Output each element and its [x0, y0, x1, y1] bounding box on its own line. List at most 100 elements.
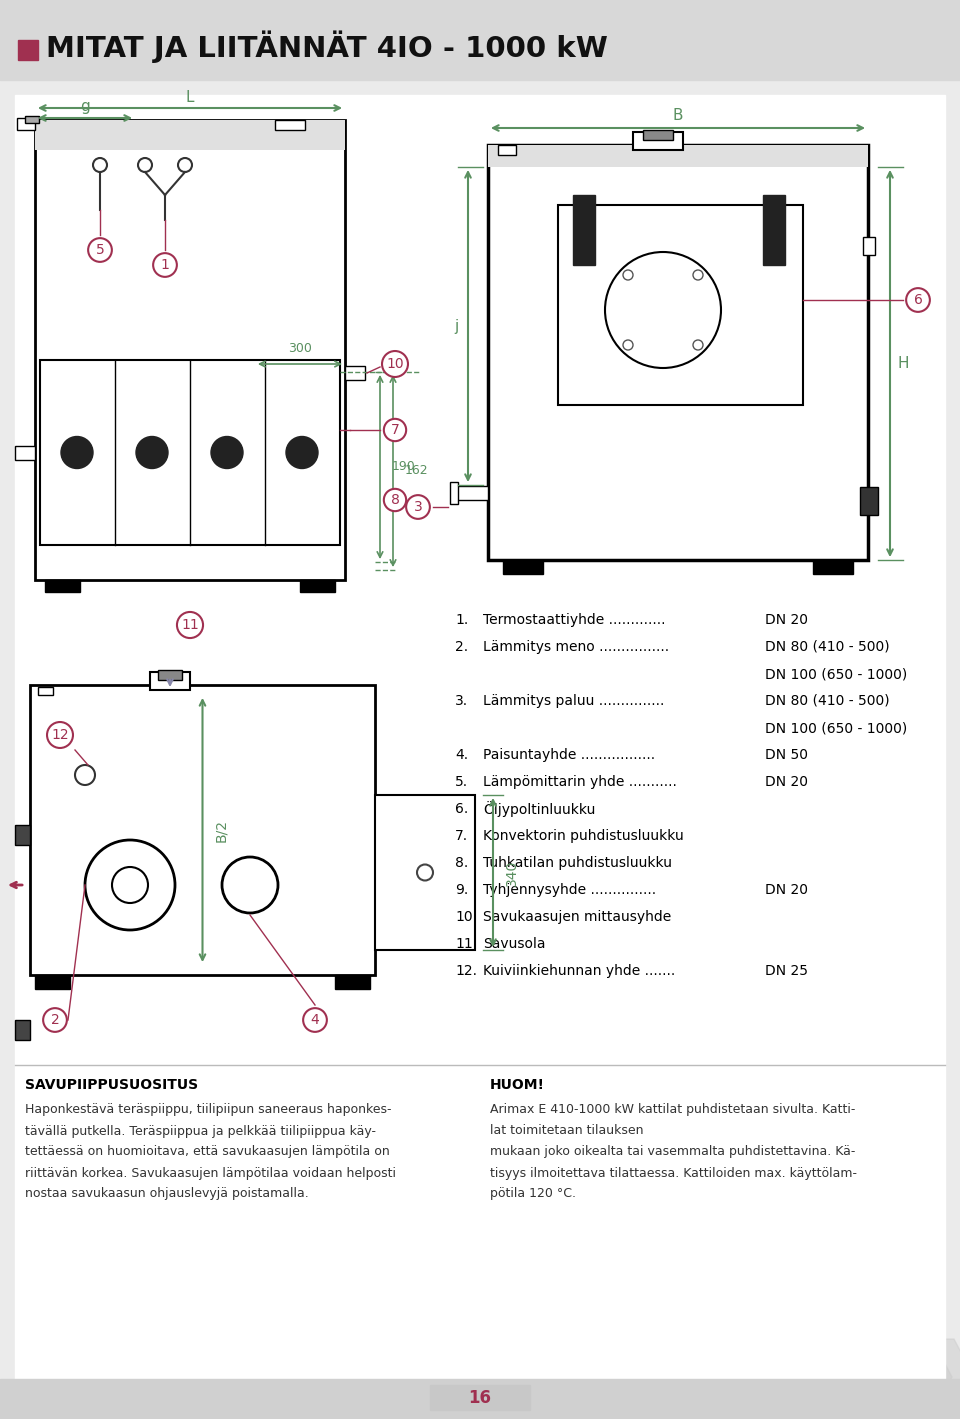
Text: 8: 8 — [391, 492, 399, 507]
Text: tettäessä on huomioitava, että savukaasujen lämpötila on: tettäessä on huomioitava, että savukaasu… — [25, 1145, 390, 1158]
Circle shape — [178, 158, 192, 172]
Bar — [503, 561, 543, 575]
Bar — [30, 685, 375, 975]
Bar — [40, 360, 340, 545]
Bar — [35, 975, 70, 989]
Bar — [15, 1020, 30, 1040]
Text: 16: 16 — [468, 1389, 492, 1408]
Bar — [35, 121, 345, 150]
Text: DN 20: DN 20 — [765, 613, 808, 627]
Text: H: H — [898, 356, 909, 370]
Bar — [150, 673, 190, 690]
Text: SAVUPIIPPUSUOSITUS: SAVUPIIPPUSUOSITUS — [25, 1078, 198, 1093]
Text: 10.: 10. — [455, 910, 477, 924]
Text: 6: 6 — [914, 292, 923, 307]
Bar — [763, 194, 785, 265]
Text: 2.: 2. — [455, 640, 468, 654]
Circle shape — [693, 341, 703, 350]
Bar — [498, 145, 516, 155]
Circle shape — [112, 867, 148, 902]
Circle shape — [623, 270, 633, 280]
Text: 2: 2 — [51, 1013, 60, 1027]
Bar — [25, 116, 39, 123]
Text: Öljypoltinluukku: Öljypoltinluukku — [483, 800, 595, 817]
Text: pötila 120 °C.: pötila 120 °C. — [490, 1188, 576, 1200]
Text: 6.: 6. — [455, 802, 468, 816]
Text: 9.: 9. — [455, 883, 468, 897]
Polygon shape — [914, 1340, 960, 1413]
Text: DN 100 (650 - 1000): DN 100 (650 - 1000) — [765, 667, 907, 681]
Circle shape — [286, 437, 318, 468]
Text: Arimax E 410-1000 kW kattilat puhdistetaan sivulta. Katti-: Arimax E 410-1000 kW kattilat puhdisteta… — [490, 1104, 855, 1117]
Text: Savusola: Savusola — [483, 937, 545, 951]
Bar — [488, 145, 868, 167]
Text: Tuhkatilan puhdistusluukku: Tuhkatilan puhdistusluukku — [483, 856, 672, 870]
Text: 1: 1 — [160, 258, 169, 272]
Text: B: B — [673, 108, 684, 122]
Text: DN 100 (650 - 1000): DN 100 (650 - 1000) — [765, 721, 907, 735]
Bar — [45, 580, 80, 592]
Text: tisyys ilmoitettava tilattaessa. Kattiloiden max. käyttölam-: tisyys ilmoitettava tilattaessa. Kattilo… — [490, 1166, 857, 1179]
Text: riittävän korkea. Savukaasujen lämpötilaa voidaan helposti: riittävän korkea. Savukaasujen lämpötila… — [25, 1166, 396, 1179]
Text: Lämpömittarin yhde ...........: Lämpömittarin yhde ........... — [483, 775, 677, 789]
Text: 12.: 12. — [455, 964, 477, 978]
Text: 1.: 1. — [455, 613, 468, 627]
Circle shape — [211, 437, 243, 468]
Text: lat toimitetaan tilauksen: lat toimitetaan tilauksen — [490, 1124, 643, 1138]
Text: Kuiviinkiehunnan yhde .......: Kuiviinkiehunnan yhde ....... — [483, 964, 675, 978]
Text: 5.: 5. — [455, 775, 468, 789]
Circle shape — [75, 765, 95, 785]
Text: 340: 340 — [505, 860, 519, 885]
Text: L: L — [185, 91, 194, 105]
Bar — [863, 237, 875, 255]
Bar — [18, 40, 38, 60]
Text: Tyhjennysyhde ...............: Tyhjennysyhde ............... — [483, 883, 656, 897]
Text: 4.: 4. — [455, 748, 468, 762]
Text: 11.: 11. — [455, 937, 477, 951]
Text: j: j — [454, 318, 458, 333]
Text: DN 25: DN 25 — [765, 964, 808, 978]
Bar — [450, 482, 458, 504]
Bar — [35, 121, 345, 580]
Text: mukaan joko oikealta tai vasemmalta puhdistettavina. Kä-: mukaan joko oikealta tai vasemmalta puhd… — [490, 1145, 855, 1158]
Text: DN 80 (410 - 500): DN 80 (410 - 500) — [765, 694, 890, 708]
Text: 5: 5 — [96, 243, 105, 257]
Bar — [573, 194, 595, 265]
Text: HUOM!: HUOM! — [490, 1078, 545, 1093]
Bar — [0, 1379, 960, 1419]
Circle shape — [61, 437, 93, 468]
Text: Lämmitys paluu ...............: Lämmitys paluu ............... — [483, 694, 664, 708]
Bar — [860, 487, 878, 515]
Bar — [275, 121, 305, 131]
Text: 11: 11 — [181, 619, 199, 631]
Circle shape — [93, 158, 107, 172]
Circle shape — [138, 158, 152, 172]
Polygon shape — [870, 1340, 930, 1413]
Text: Termostaattiyhde .............: Termostaattiyhde ............. — [483, 613, 665, 627]
Text: DN 20: DN 20 — [765, 775, 808, 789]
Bar — [643, 131, 673, 140]
Bar — [558, 204, 803, 404]
Bar — [38, 687, 53, 695]
Circle shape — [693, 270, 703, 280]
Circle shape — [623, 341, 633, 350]
Text: 190: 190 — [392, 461, 416, 474]
Text: Paisuntayhde .................: Paisuntayhde ................. — [483, 748, 655, 762]
Text: 300: 300 — [288, 342, 312, 355]
Text: 4: 4 — [311, 1013, 320, 1027]
Bar — [453, 485, 488, 499]
Text: 7.: 7. — [455, 829, 468, 843]
Bar — [813, 561, 853, 575]
Text: Haponkestävä teräspiippu, tiilipiipun saneeraus haponkes-: Haponkestävä teräspiippu, tiilipiipun sa… — [25, 1104, 392, 1117]
Text: Lämmitys meno ................: Lämmitys meno ................ — [483, 640, 669, 654]
Text: 162: 162 — [405, 464, 428, 478]
Bar — [0, 0, 960, 79]
Text: 3.: 3. — [455, 694, 468, 708]
Bar — [345, 366, 365, 380]
Circle shape — [417, 864, 433, 881]
Text: 3: 3 — [414, 499, 422, 514]
Bar — [158, 670, 182, 680]
Bar — [15, 446, 35, 460]
Text: 8.: 8. — [455, 856, 468, 870]
Circle shape — [222, 857, 278, 912]
